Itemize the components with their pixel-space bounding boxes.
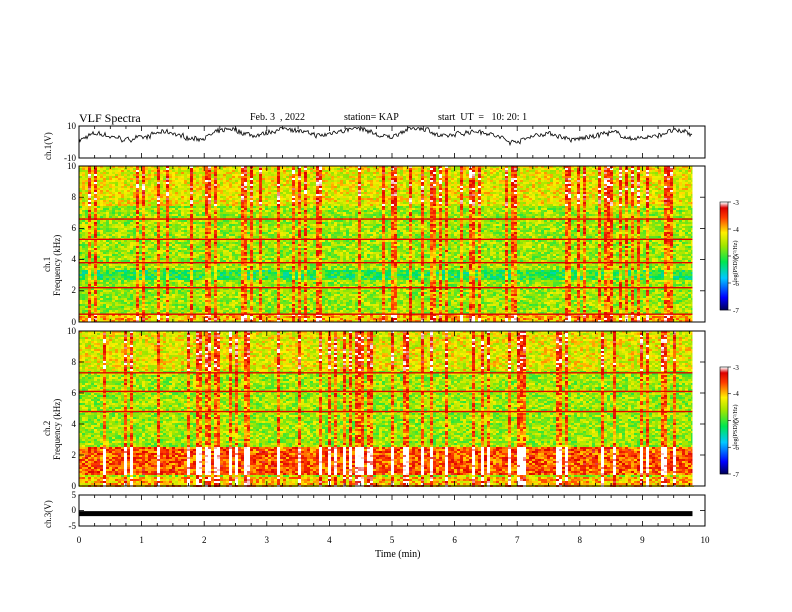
x-tick-label: 7 (515, 536, 520, 545)
y-tick-label: 10 (56, 162, 76, 171)
x-tick-label: 9 (640, 536, 645, 545)
y-tick-label: 5 (56, 491, 76, 500)
x-tick-label: 4 (327, 536, 332, 545)
ch1-waveform-line (79, 128, 692, 145)
ch3-waveform-ylabel: ch.3(V) (43, 500, 53, 528)
y-tick-label: 10 (56, 327, 76, 336)
ch1-spectrogram-image (79, 166, 705, 322)
x-tick-label: 5 (390, 536, 395, 545)
y-tick-label: 4 (56, 420, 76, 429)
colorbar-tick-label: -6 (733, 280, 739, 289)
y-tick-label: 8 (56, 358, 76, 367)
x-tick-label: 6 (452, 536, 457, 545)
colorbar-tick-label: -3 (733, 364, 739, 373)
y-tick-label: 8 (56, 193, 76, 202)
station-label: station= KAP (344, 112, 399, 123)
colorbar (720, 202, 731, 310)
y-tick-label: 10 (56, 122, 76, 131)
y-tick-label: 6 (56, 389, 76, 398)
colorbar-tick-label: -5 (733, 253, 739, 262)
colorbar-tick-label: -7 (733, 307, 739, 316)
x-axis-label: Time (min) (375, 549, 420, 560)
colorbar-tick-label: -4 (733, 226, 739, 235)
x-tick-label: 3 (265, 536, 270, 545)
colorbar-tick-label: -5 (733, 417, 739, 426)
colorbar-tick-label: -3 (733, 199, 739, 208)
x-tick-label: 1 (139, 536, 144, 545)
colorbar-tick-label: -6 (733, 444, 739, 453)
colorbar-tick-label: -4 (733, 390, 739, 399)
ch1-waveform-ylabel: ch.1(V) (43, 132, 53, 160)
colorbar-tick-label: -7 (733, 471, 739, 480)
colorbar (720, 367, 731, 474)
ch2-spectrogram-ylabel-channel: ch.2 (42, 421, 52, 436)
date-label: Feb. 3 , 2022 (250, 112, 305, 123)
y-tick-label: 4 (56, 255, 76, 264)
ch2-spectrogram-image (79, 331, 705, 487)
start-time-label: start UT = 10: 20: 1 (438, 112, 527, 123)
x-tick-label: 10 (701, 536, 710, 545)
x-tick-label: 8 (578, 536, 583, 545)
x-tick-label: 0 (77, 536, 82, 545)
ch1-spectrogram-ylabel-channel: ch.1 (42, 257, 52, 272)
x-tick-label: 2 (202, 536, 207, 545)
y-tick-label: 2 (56, 286, 76, 295)
chart-title: VLF Spectra (79, 111, 141, 126)
y-tick-label: 2 (56, 451, 76, 460)
y-tick-label: 0 (56, 506, 76, 515)
y-tick-label: -5 (56, 522, 76, 531)
y-tick-label: 6 (56, 224, 76, 233)
